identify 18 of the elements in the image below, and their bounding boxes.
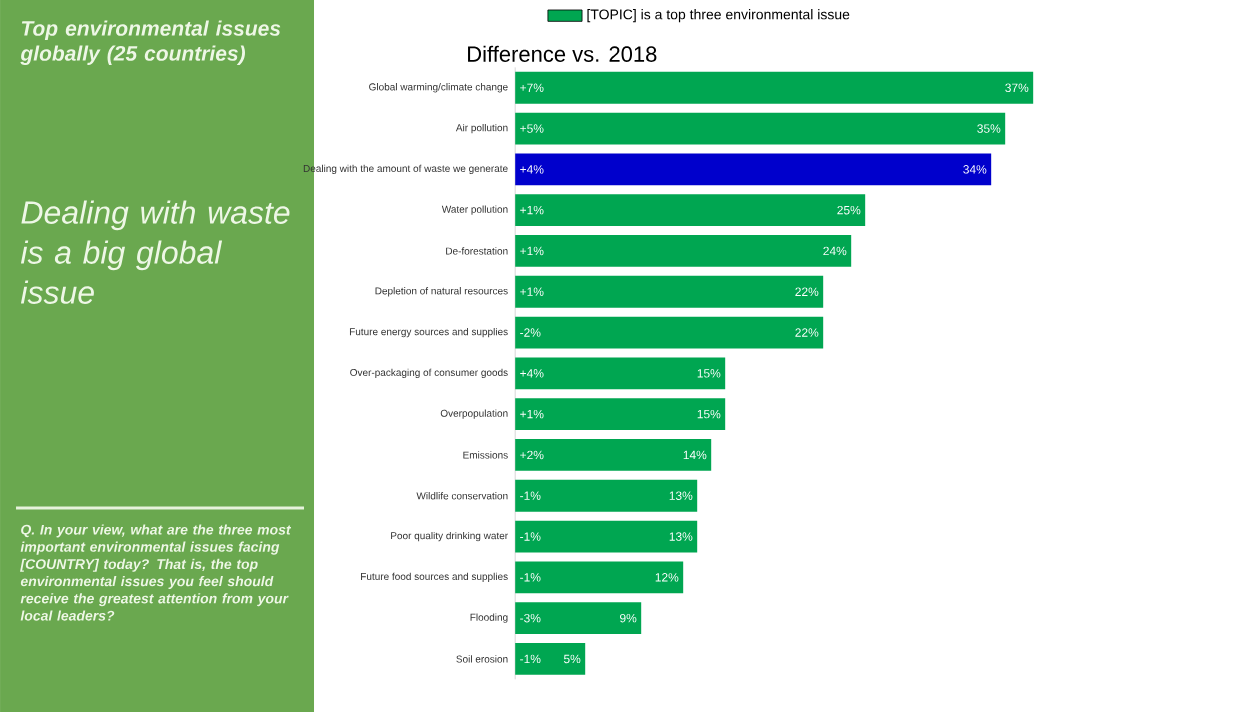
bar [515, 479, 698, 512]
bar [515, 357, 726, 390]
bar [515, 275, 824, 308]
bar [515, 235, 852, 267]
bar [515, 602, 642, 635]
bar [515, 561, 684, 594]
bar [515, 112, 1006, 145]
x-axis-title: Difference vs. 2018 [468, 45, 657, 62]
text: Dealing with waste is a big global issue [20, 200, 290, 304]
bar [515, 398, 726, 431]
bar [515, 71, 1034, 104]
bar [515, 520, 698, 553]
text: Top environmental issues globally (25 countries) [20, 20, 281, 65]
bar [515, 316, 824, 349]
bar [515, 643, 586, 675]
bar [515, 153, 992, 186]
bar [515, 439, 712, 471]
bar [515, 194, 866, 227]
